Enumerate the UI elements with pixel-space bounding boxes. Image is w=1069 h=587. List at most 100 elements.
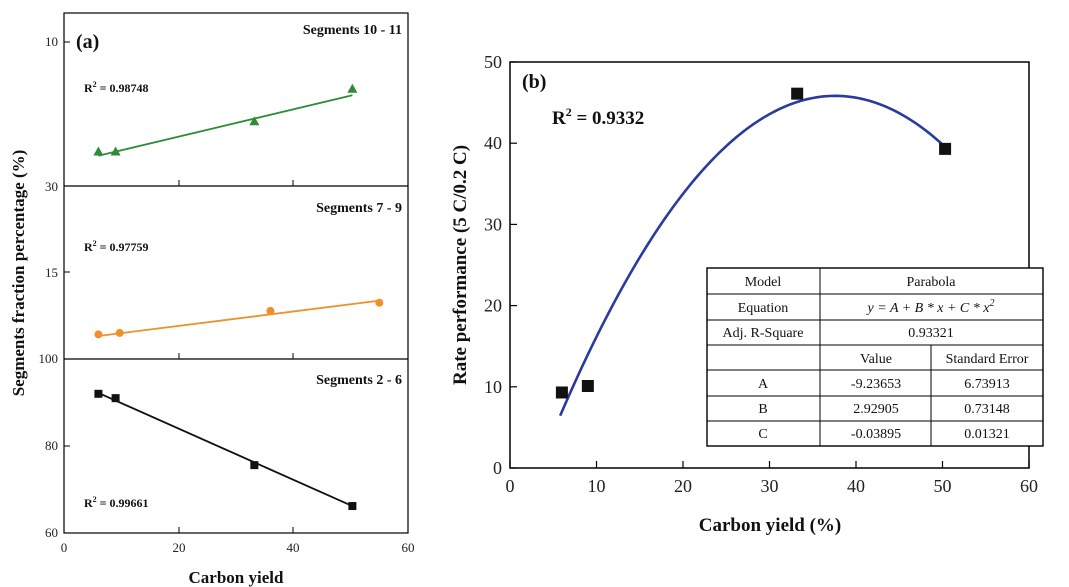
panel-b-xtick-60: 60 xyxy=(1020,476,1038,496)
panel-b-r2: R2 = 0.9332 xyxy=(552,105,644,129)
panel-b-r2-sup: 2 xyxy=(566,105,572,119)
subplot-1-ytick-bottom: 30 xyxy=(45,179,58,194)
panel-b-ytick-20: 20 xyxy=(484,296,502,316)
panel-a-xtick-20: 20 xyxy=(173,540,186,555)
panel-b-ytick-0: 0 xyxy=(493,458,502,478)
panel-b-marks xyxy=(555,87,952,417)
subplot-3-r2-sup: 2 xyxy=(93,495,97,504)
panel-a: (a) Carbon yield Segments fraction perce… xyxy=(9,12,415,587)
subplot-2-ytick-top: 15 xyxy=(45,265,58,280)
subplot-1-r2-r: R xyxy=(84,81,93,95)
panel-a-label: (a) xyxy=(76,31,99,53)
panel-a-xtick-marks xyxy=(178,180,294,533)
panel-a-xtick-0: 0 xyxy=(61,540,68,555)
panel-a-marks xyxy=(93,83,384,511)
subplot-1-point-2 xyxy=(110,146,121,156)
panel-b-xlabel: Carbon yield (%) xyxy=(699,515,842,536)
panel-a-xtick-60: 60 xyxy=(402,540,415,555)
panel-a-xlabel: Carbon yield xyxy=(189,568,284,587)
panel-b-point-2 xyxy=(581,379,594,392)
subplot-2-r2: R2 = 0.97759 xyxy=(84,239,149,254)
subplot-1-r2-sup: 2 xyxy=(93,80,97,89)
panel-b-xtick-50: 50 xyxy=(934,476,952,496)
panel-b: (b) R2 = 0.9332 Carbon yield (%) Rate pe… xyxy=(450,52,1044,536)
fit-table-equation-value: y = A + B * x + C * x2 xyxy=(866,298,995,316)
subplot-2-point-2 xyxy=(115,328,124,337)
panel-b-ytick-30: 30 xyxy=(484,214,502,234)
fit-table: Model Parabola Equation y = A + B * x + … xyxy=(706,267,1044,447)
fit-table-row-a-param: A xyxy=(758,377,769,392)
subplot-2-point-1 xyxy=(94,330,103,339)
fit-table-equation-label: Equation xyxy=(738,301,789,316)
fit-table-model-label: Model xyxy=(745,275,782,290)
fit-table-adjr2-value: 0.93321 xyxy=(908,326,954,341)
fit-table-equation-sup: 2 xyxy=(989,298,994,309)
fit-table-equation-text: y = A + B * x + C * x xyxy=(866,301,991,316)
subplot-3-point-1 xyxy=(94,389,103,398)
fit-table-row-c-value: -0.03895 xyxy=(851,427,901,442)
panel-b-ylabel: Rate performance (5 C/0.2 C) xyxy=(450,145,471,385)
fit-table-col-value: Value xyxy=(860,352,892,367)
fit-table-adjr2-label: Adj. R-Square xyxy=(723,326,804,341)
panel-b-xtick-20: 20 xyxy=(674,476,692,496)
fit-table-col-stderr: Standard Error xyxy=(946,352,1029,367)
subplot-1-ytick-top: 10 xyxy=(45,34,58,49)
subplot-1-r2-value: = 0.98748 xyxy=(97,81,149,95)
subplot-1-title: Segments 10 - 11 xyxy=(303,23,402,38)
subplot-3-point-4 xyxy=(348,502,357,511)
subplot-3-fit-line xyxy=(98,392,353,507)
panel-b-ytick-50: 50 xyxy=(484,52,502,72)
subplot-3-marks xyxy=(94,389,357,511)
panel-b-r2-r: R xyxy=(552,108,566,129)
fit-table-row-c-stderr: 0.01321 xyxy=(964,427,1010,442)
panel-b-xtick-30: 30 xyxy=(761,476,779,496)
subplot-1-marks xyxy=(93,83,358,157)
subplot-2-point-3 xyxy=(266,306,275,315)
fit-table-grid xyxy=(707,268,1043,446)
subplot-2-r2-value: = 0.97759 xyxy=(97,240,149,254)
fit-table-row-b-value: 2.92905 xyxy=(853,402,899,417)
panel-b-point-1 xyxy=(555,386,568,399)
fit-table-row-b-stderr: 0.73148 xyxy=(964,402,1010,417)
subplot-2-point-4 xyxy=(375,298,384,307)
panel-a-xtick-40: 40 xyxy=(287,540,300,555)
subplot-2-r2-r: R xyxy=(84,240,93,254)
subplot-1-point-4 xyxy=(347,83,358,93)
subplot-3-point-3 xyxy=(250,461,259,470)
panel-a-frame xyxy=(63,12,409,534)
fit-table-row-a-value: -9.23653 xyxy=(851,377,901,392)
subplot-1-point-3 xyxy=(249,116,260,126)
fit-table-row-a-stderr: 6.73913 xyxy=(964,377,1010,392)
panel-b-xtick-40: 40 xyxy=(847,476,865,496)
subplot-2-marks xyxy=(94,298,384,339)
panel-b-fit-curve xyxy=(558,94,946,417)
fit-table-row-b-param: B xyxy=(758,402,767,417)
subplot-2-r2-sup: 2 xyxy=(93,239,97,248)
panel-a-ylabel: Segments fraction percentage (%) xyxy=(9,150,28,397)
fit-table-frame xyxy=(706,267,1044,447)
panel-b-r2-value: = 0.9332 xyxy=(572,108,645,129)
subplot-2-ytick-bottom: 100 xyxy=(39,351,59,366)
panel-b-ticks: 0 10 20 30 40 50 60 0 10 20 30 40 50 xyxy=(484,52,1038,496)
subplot-2-title: Segments 7 - 9 xyxy=(316,201,402,216)
panel-b-ytick-10: 10 xyxy=(484,377,502,397)
subplot-1-r2: R2 = 0.98748 xyxy=(84,80,149,95)
subplot-3-r2-value: = 0.99661 xyxy=(97,496,149,510)
fit-table-row-c-param: C xyxy=(758,427,767,442)
subplot-3-point-2 xyxy=(111,394,120,403)
panel-b-label: (b) xyxy=(522,71,546,93)
panel-b-point-4 xyxy=(939,142,952,155)
subplot-3-r2: R2 = 0.99661 xyxy=(84,495,149,510)
subplot-1-fit-line xyxy=(98,94,353,157)
panel-b-xtick-10: 10 xyxy=(588,476,606,496)
panel-b-point-3 xyxy=(791,87,804,100)
subplot-3-title: Segments 2 - 6 xyxy=(316,373,402,388)
subplot-3-r2-r: R xyxy=(84,496,93,510)
panel-b-ytick-40: 40 xyxy=(484,133,502,153)
subplot-2-fit-line xyxy=(98,299,380,337)
subplot-1-point-1 xyxy=(93,146,104,156)
fit-table-model-value: Parabola xyxy=(907,275,957,290)
subplot-3-ytick-upper: 80 xyxy=(45,438,58,453)
subplot-3-ytick-bottom: 60 xyxy=(45,525,58,540)
